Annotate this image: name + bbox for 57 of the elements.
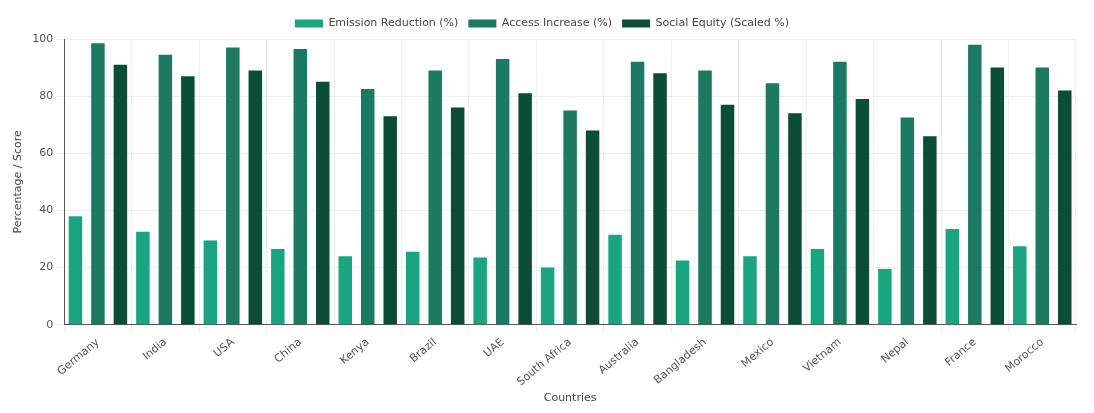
legend-label: Access Increase (%) [501,16,613,30]
bar [248,70,263,325]
bar [113,64,128,325]
bar [450,107,465,325]
bar [136,231,150,325]
bar [833,61,847,325]
y-tick-label: 80 [39,89,54,102]
bar [316,81,330,325]
bar [1035,67,1050,325]
bar [540,267,555,325]
y-tick-label: 60 [39,146,54,160]
bar [743,256,757,325]
bar [900,117,915,325]
y-tick-label: 40 [39,203,54,217]
bar [495,59,510,325]
bar [293,49,308,325]
x-tick-label: USA [210,335,237,360]
bar [405,251,420,325]
bar [203,240,218,325]
bar [675,260,690,325]
bar [383,116,397,325]
bar [810,249,825,325]
bar [945,229,960,325]
bar [1013,246,1027,325]
bar [990,67,1005,325]
y-tick-label: 20 [39,260,54,274]
bar [181,76,195,325]
bar [1058,90,1072,325]
bar [698,70,712,325]
bar [360,89,375,325]
bar [271,249,285,325]
bar [720,104,735,325]
bar [563,110,577,325]
bar [878,269,892,325]
bar [630,61,645,325]
bar [765,83,780,325]
y-axis-title: Percentage / Score [11,129,25,234]
bar [226,47,240,325]
bar [473,257,487,325]
y-tick-label: 100 [32,31,54,45]
legend-label: Social Equity (Scaled %) [655,16,790,30]
bar [585,130,600,325]
x-axis-title: Countries [543,391,597,405]
bar [855,99,870,325]
bar [158,54,173,325]
bar [518,93,532,325]
bar [788,113,802,325]
bar [653,73,667,325]
bar [428,70,442,325]
bar [91,43,105,325]
bar [338,256,352,325]
bar [923,136,937,325]
y-tick-label: 0 [46,317,54,331]
legend-label: Emission Reduction (%) [328,16,459,30]
bar [968,44,982,325]
bar [68,216,83,325]
bar [608,234,622,325]
